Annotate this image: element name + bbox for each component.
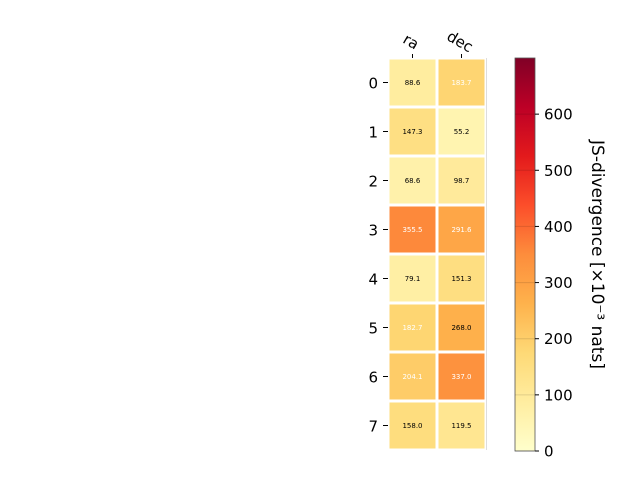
colorbar-tick-label: 0 <box>544 443 554 461</box>
cell-value-label: 119.5 <box>451 422 471 430</box>
cell-value-label: 68.6 <box>405 177 421 185</box>
cell-value-label: 182.7 <box>402 324 422 332</box>
cell-value-label: 204.1 <box>402 373 422 381</box>
cell-value-label: 291.6 <box>451 226 472 234</box>
y-tick-label: 4 <box>368 271 378 289</box>
colorbar-label: JS-divergence [×10⁻³ nats] <box>587 139 607 369</box>
cell-value-label: 183.7 <box>451 79 471 87</box>
cell-value-label: 337.0 <box>451 373 471 381</box>
cell-value-label: 55.2 <box>454 128 470 136</box>
x-tick-label: dec <box>444 27 476 56</box>
cell-value-label: 79.1 <box>405 275 421 283</box>
colorbar: 0 100 200 300 400 500 600 JS-divergence [×10⁻³ … <box>514 57 607 461</box>
colorbar-tick-label: 400 <box>544 218 573 236</box>
colorbar-gradient <box>514 57 536 452</box>
y-tick-label: 2 <box>368 173 378 191</box>
colorbar-tick-label: 600 <box>544 106 573 124</box>
y-tick-label: 0 <box>368 75 378 93</box>
cell-value-label: 98.7 <box>454 177 470 185</box>
x-axis: ra dec <box>400 27 476 58</box>
heatmap-cell <box>435 399 488 452</box>
y-tick-label: 6 <box>368 369 378 387</box>
y-axis: 0 1 2 3 4 5 6 7 <box>368 75 388 436</box>
colorbar-tick-label: 200 <box>544 330 573 348</box>
heatmap-cell <box>435 252 488 305</box>
cell-value-label: 268.0 <box>451 324 471 332</box>
cell-value-label: 147.3 <box>402 128 422 136</box>
cell-value-label: 151.3 <box>451 275 471 283</box>
colorbar-tick-label: 500 <box>544 162 573 180</box>
y-tick-label: 1 <box>368 124 378 142</box>
heatmap-cell <box>435 203 488 256</box>
cell-value-label: 158.0 <box>402 422 422 430</box>
y-tick-label: 5 <box>368 320 378 338</box>
x-tick-label: ra <box>400 30 422 53</box>
cell-value-label: 88.6 <box>405 79 421 87</box>
colorbar-tick-label: 300 <box>544 274 573 292</box>
y-tick-label: 7 <box>368 418 378 436</box>
heatmap-cells: 88.6 183.7 147.3 55.2 68.6 98.7 355.5 291.6 79.1… <box>386 56 488 452</box>
y-tick-label: 3 <box>368 222 378 240</box>
cell-value-label: 355.5 <box>402 226 422 234</box>
colorbar-tick-label: 100 <box>544 386 573 404</box>
